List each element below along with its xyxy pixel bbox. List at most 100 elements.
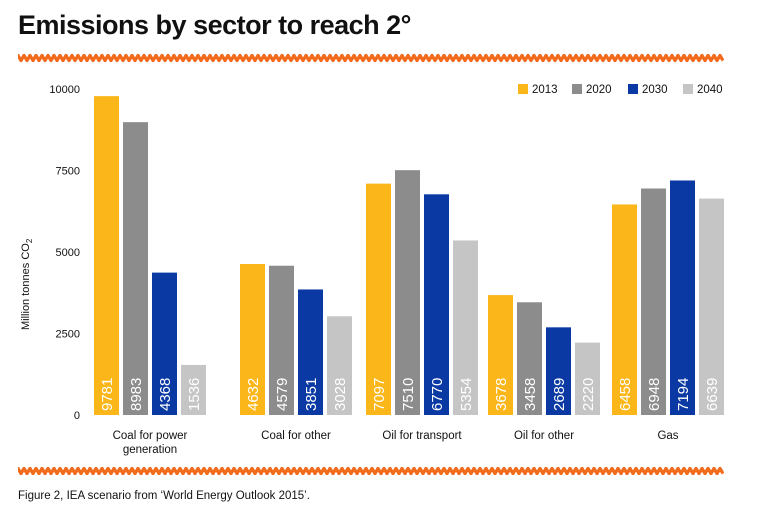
bar-group: 3458	[517, 302, 542, 415]
bar-value-label: 4579	[274, 378, 291, 411]
y-tick-label: 10000	[49, 84, 80, 96]
bar-value-label: 2689	[551, 378, 568, 411]
y-tick-label: 0	[74, 410, 80, 422]
x-category-label-line: Coal for other	[261, 430, 331, 442]
bar	[152, 272, 177, 415]
bar-value-label: 7097	[371, 378, 388, 411]
bar-value-label: 3678	[493, 378, 510, 411]
legend-label: 2040	[697, 84, 723, 96]
y-tick-label: 2500	[56, 329, 80, 341]
legend-label: 2030	[642, 84, 668, 96]
bar-group: 1536	[181, 364, 206, 415]
bar-value-label: 4368	[157, 378, 174, 411]
bar	[123, 122, 148, 415]
legend-label: 2020	[586, 84, 612, 96]
bar	[546, 327, 571, 415]
bar-group: 7097	[366, 183, 391, 415]
x-category-label-line: Oil for transport	[382, 430, 462, 442]
bar	[94, 96, 119, 415]
bar	[269, 265, 294, 415]
bar-value-label: 5354	[458, 378, 475, 411]
bar-group: 7510	[395, 170, 420, 415]
bar-group: 2689	[546, 327, 571, 415]
bars: 9781 8983 4368 1536 4632 4579 3851 3028 7097 7510…	[94, 96, 724, 415]
legend-item: 2013	[518, 84, 558, 96]
legend-swatch	[683, 84, 693, 94]
bar-value-label: 7194	[675, 378, 692, 411]
bar	[670, 180, 695, 415]
bar-value-label: 3028	[332, 378, 349, 411]
bar-value-label: 1536	[186, 378, 203, 411]
bar-value-label: 6639	[704, 378, 721, 411]
x-category-label: Coal for power generation	[113, 430, 188, 456]
y-tick-label: 7500	[56, 166, 80, 178]
x-category-label: Gas	[657, 430, 678, 442]
bar-value-label: 6948	[646, 378, 663, 411]
y-axis: 0 2500 5000 7500 10000	[49, 84, 80, 422]
x-category-label-line: Oil for other	[514, 430, 574, 442]
x-axis: Coal for power generation Coal for other Oi…	[113, 430, 679, 456]
figure-caption: Figure 2, IEA scenario from ‘World Energ…	[18, 490, 310, 502]
bar	[240, 263, 265, 415]
bar-group: 3851	[298, 289, 323, 415]
y-axis-label: Million tonnes CO2	[20, 238, 34, 330]
chart-title: Emissions by sector to reach 2°	[18, 10, 411, 40]
bar-group: 6458	[612, 204, 637, 415]
bar	[641, 188, 666, 415]
bar-group: 8983	[123, 122, 148, 415]
bar-group: 2220	[575, 342, 600, 415]
y-tick-label: 5000	[56, 247, 80, 259]
bar-value-label: 7510	[400, 378, 417, 411]
y-axis-label-subscript: 2	[25, 238, 34, 243]
legend-label: 2013	[532, 84, 558, 96]
bar-value-label: 3458	[522, 378, 539, 411]
bar	[298, 289, 323, 415]
y-axis-label-main: Million tonnes CO	[20, 243, 32, 330]
x-category-label-line: Gas	[657, 430, 678, 442]
bar-value-label: 6770	[429, 378, 446, 411]
bar	[181, 364, 206, 415]
bar-group: 4368	[152, 272, 177, 415]
bar-value-label: 2220	[580, 378, 597, 411]
bar-value-label: 4632	[245, 378, 262, 411]
legend-swatch	[518, 84, 528, 94]
bar-group: 3028	[327, 316, 352, 415]
bar	[366, 183, 391, 415]
bar-group: 9781	[94, 96, 119, 415]
bar-group: 6770	[424, 194, 449, 415]
bar-group: 4579	[269, 265, 294, 415]
bar-group: 6948	[641, 188, 666, 415]
bar	[453, 240, 478, 415]
bar	[395, 170, 420, 415]
x-category-label: Coal for other	[261, 430, 331, 442]
bar-group: 5354	[453, 240, 478, 415]
legend-swatch	[572, 84, 582, 94]
bar	[612, 204, 637, 415]
orange-divider-top	[18, 54, 724, 62]
bar-group: 3678	[488, 295, 513, 415]
x-category-label: Oil for other	[514, 430, 574, 442]
bar	[424, 194, 449, 415]
bar-value-label: 9781	[99, 378, 116, 411]
legend-item: 2020	[572, 84, 612, 96]
legend-item: 2040	[683, 84, 723, 96]
bar	[699, 198, 724, 415]
legend-item: 2030	[628, 84, 668, 96]
x-category-label-line: generation	[123, 444, 177, 456]
bar-group: 4632	[240, 263, 265, 415]
legend: 2013 2020 2030 2040	[518, 84, 723, 96]
bar-group: 6639	[699, 198, 724, 415]
bar-value-label: 6458	[617, 378, 634, 411]
orange-divider-bottom	[18, 467, 724, 475]
x-category-label: Oil for transport	[382, 430, 462, 442]
x-category-label-line: Coal for power	[113, 430, 188, 442]
bar-value-label: 8983	[128, 378, 145, 411]
legend-swatch	[628, 84, 638, 94]
bar	[517, 302, 542, 415]
bar	[488, 295, 513, 415]
bar-value-label: 3851	[303, 378, 320, 411]
bar	[327, 316, 352, 415]
bar-group: 7194	[670, 180, 695, 415]
bar	[575, 342, 600, 415]
